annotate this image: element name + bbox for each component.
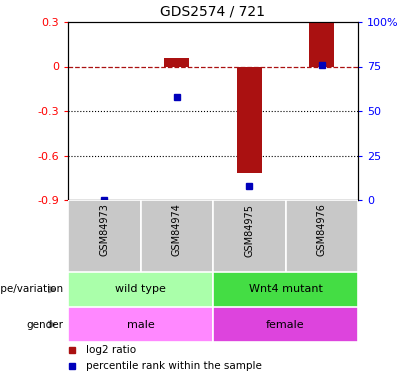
Bar bbox=[236, 66, 262, 173]
Bar bbox=[309, 24, 334, 66]
Bar bbox=[164, 58, 189, 66]
Text: GSM84976: GSM84976 bbox=[317, 204, 327, 257]
Text: male: male bbox=[126, 320, 155, 330]
Text: female: female bbox=[266, 320, 305, 330]
Bar bbox=[286, 200, 358, 272]
Text: GSM84974: GSM84974 bbox=[172, 204, 182, 257]
Bar bbox=[213, 272, 358, 307]
Bar bbox=[68, 307, 213, 342]
Text: Wnt4 mutant: Wnt4 mutant bbox=[249, 285, 323, 294]
Text: gender: gender bbox=[27, 320, 64, 330]
Text: log2 ratio: log2 ratio bbox=[87, 345, 136, 355]
Text: wild type: wild type bbox=[115, 285, 166, 294]
Text: genotype/variation: genotype/variation bbox=[0, 285, 64, 294]
Text: GSM84973: GSM84973 bbox=[99, 204, 109, 257]
Bar bbox=[141, 200, 213, 272]
Bar bbox=[68, 272, 213, 307]
Bar bbox=[68, 200, 141, 272]
Bar bbox=[213, 200, 286, 272]
Text: GSM84975: GSM84975 bbox=[244, 204, 254, 257]
Title: GDS2574 / 721: GDS2574 / 721 bbox=[160, 4, 265, 18]
Text: percentile rank within the sample: percentile rank within the sample bbox=[87, 361, 262, 371]
Bar bbox=[213, 307, 358, 342]
